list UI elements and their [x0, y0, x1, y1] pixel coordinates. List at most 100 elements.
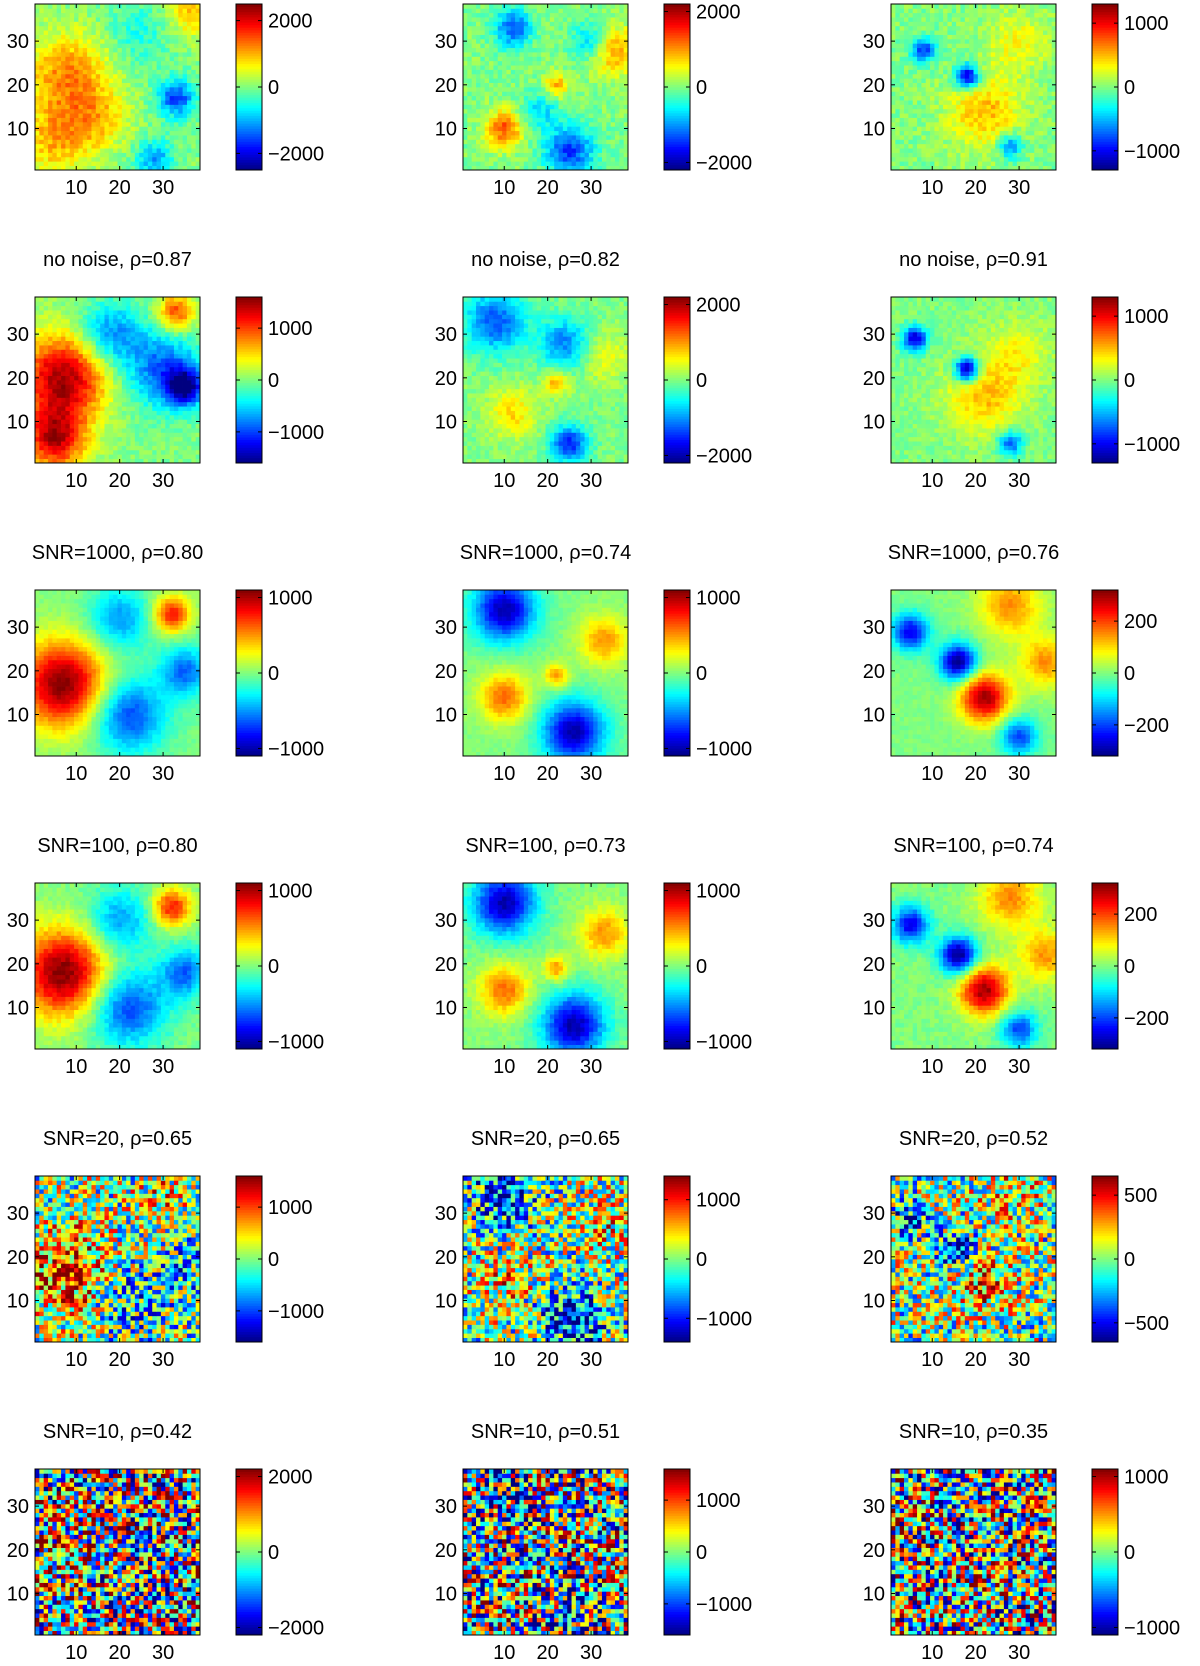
heatmap-cell	[57, 35, 62, 40]
heatmap-cell	[70, 161, 75, 166]
heatmap-cell	[183, 126, 188, 131]
heatmap-cell	[187, 161, 192, 166]
heatmap-cell	[187, 113, 192, 118]
heatmap-cell	[100, 70, 105, 75]
heatmap-cell	[183, 109, 188, 114]
heatmap-cell	[91, 113, 96, 118]
heatmap-cell	[148, 100, 153, 105]
heatmap-cell	[178, 61, 183, 66]
heatmap-cell	[131, 118, 136, 123]
heatmap-cell	[152, 144, 157, 149]
heatmap-cell	[61, 48, 66, 53]
heatmap-cell	[148, 74, 153, 79]
heatmap-cell	[126, 74, 131, 79]
heatmap-cell	[35, 148, 40, 153]
heatmap-cell	[178, 126, 183, 131]
heatmap-cell	[148, 113, 153, 118]
heatmap-cell	[113, 35, 118, 40]
heatmap-cell	[187, 135, 192, 140]
heatmap-cell	[44, 144, 49, 149]
heatmap-cell	[39, 52, 44, 57]
heatmap-cell	[113, 52, 118, 57]
heatmap-cell	[61, 30, 66, 35]
heatmap-cell	[144, 39, 149, 44]
heatmap-cell	[191, 91, 196, 96]
heatmap-cell	[100, 61, 105, 66]
heatmap-cell	[126, 148, 131, 153]
heatmap-cell	[165, 56, 170, 61]
heatmap-cell	[39, 87, 44, 92]
heatmap-cell	[39, 131, 44, 136]
heatmap-cell	[174, 109, 179, 114]
heatmap-cell	[165, 144, 170, 149]
heatmap-cell	[126, 122, 131, 127]
heatmap-cell	[157, 126, 162, 131]
heatmap-cell	[135, 35, 140, 40]
heatmap-cell	[183, 104, 188, 109]
heatmap-cell	[157, 35, 162, 40]
heatmap-cell	[161, 157, 166, 162]
heatmap-cell	[48, 26, 53, 31]
heatmap-cell	[139, 61, 144, 66]
heatmap-cell	[35, 100, 40, 105]
heatmap-cell	[191, 113, 196, 118]
heatmap-cell	[118, 78, 123, 83]
heatmap-cell	[131, 87, 136, 92]
heatmap-cell	[174, 48, 179, 53]
heatmap-cell	[174, 139, 179, 144]
heatmap-cell	[57, 161, 62, 166]
heatmap-cell	[118, 30, 123, 35]
heatmap-cell	[118, 65, 123, 70]
heatmap-cell	[52, 74, 57, 79]
heatmap-cell	[87, 139, 92, 144]
heatmap-cell	[178, 100, 183, 105]
heatmap-cell	[104, 61, 109, 66]
heatmap-cell	[91, 144, 96, 149]
heatmap-cell	[152, 78, 157, 83]
heatmap-cell	[122, 118, 127, 123]
heatmap-cell	[131, 65, 136, 70]
heatmap-cell	[104, 104, 109, 109]
heatmap-cell	[122, 87, 127, 92]
heatmap-cell	[131, 35, 136, 40]
heatmap-cell	[44, 100, 49, 105]
heatmap-cell	[148, 144, 153, 149]
heatmap-cell	[104, 48, 109, 53]
heatmap-cell	[83, 122, 88, 127]
heatmap-cell	[100, 139, 105, 144]
heatmap-cell	[152, 118, 157, 123]
heatmap-cell	[122, 83, 127, 88]
heatmap-cell	[83, 52, 88, 57]
heatmap-cell	[78, 126, 83, 131]
heatmap-cell	[183, 61, 188, 66]
heatmap-cell	[161, 135, 166, 140]
heatmap-cell	[187, 126, 192, 131]
heatmap-cell	[178, 139, 183, 144]
heatmap-cell	[109, 122, 114, 127]
heatmap-cell	[70, 87, 75, 92]
heatmap-cell	[74, 91, 79, 96]
heatmap-cell	[70, 109, 75, 114]
heatmap-cell	[91, 118, 96, 123]
heatmap-cell	[170, 135, 175, 140]
heatmap-cell	[170, 87, 175, 92]
heatmap-cell	[131, 131, 136, 136]
heatmap-cell	[144, 118, 149, 123]
heatmap-cell	[126, 118, 131, 123]
heatmap-cell	[96, 118, 101, 123]
heatmap-cell	[157, 83, 162, 88]
heatmap-cell	[100, 74, 105, 79]
heatmap-cell	[144, 148, 149, 153]
heatmap-cell	[109, 74, 114, 79]
heatmap-cell	[83, 139, 88, 144]
heatmap-cell	[87, 65, 92, 70]
heatmap-cell	[161, 153, 166, 158]
heatmap-cell	[183, 144, 188, 149]
heatmap-cell	[52, 35, 57, 40]
heatmap-cell	[61, 56, 66, 61]
heatmap-cell	[113, 113, 118, 118]
heatmap-cell	[187, 70, 192, 75]
heatmap-cell	[104, 161, 109, 166]
heatmap-cell	[91, 39, 96, 44]
heatmap-cell	[161, 118, 166, 123]
